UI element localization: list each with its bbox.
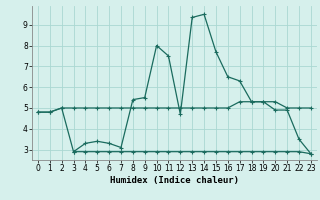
X-axis label: Humidex (Indice chaleur): Humidex (Indice chaleur) [110,176,239,185]
